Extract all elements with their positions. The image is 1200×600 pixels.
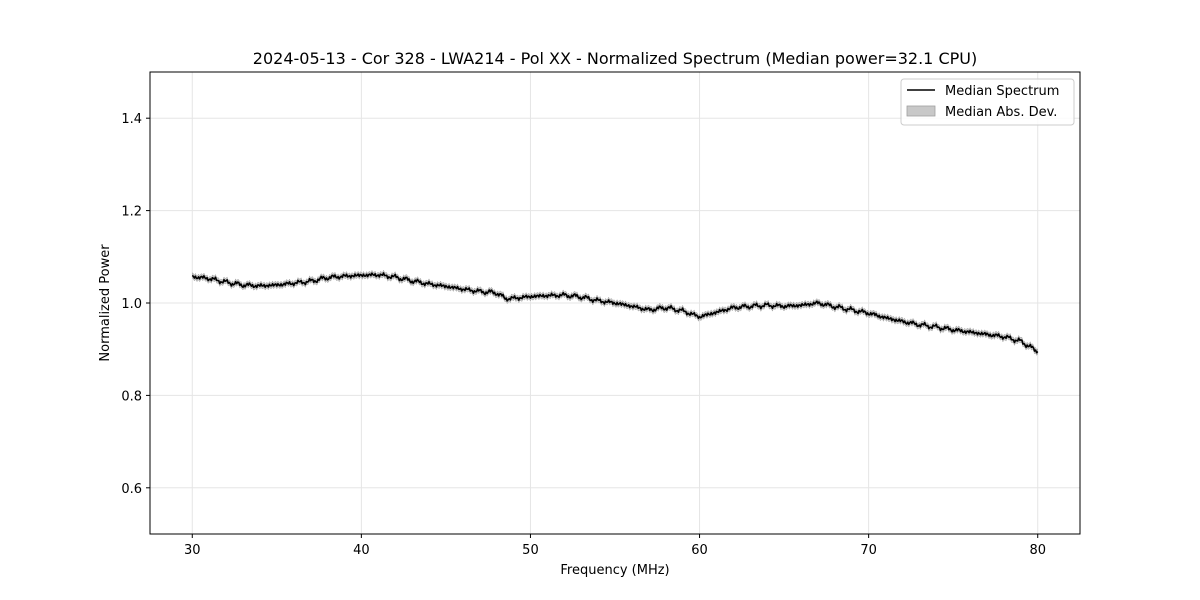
x-tick-label: 30 — [184, 543, 201, 558]
median-spectrum-line — [191, 272, 1039, 354]
y-tick-label: 1.4 — [121, 112, 142, 127]
y-tick-label: 1.2 — [121, 205, 142, 220]
x-tick-label: 60 — [691, 543, 708, 558]
legend-mad-swatch — [906, 105, 936, 117]
legend-median-spectrum: Median Spectrum — [945, 84, 1059, 99]
legend-median-abs-dev: Median Abs. Dev. — [945, 105, 1057, 120]
x-tick-label: 70 — [860, 543, 877, 558]
x-tick-label: 40 — [353, 543, 370, 558]
chart-title: 2024-05-13 - Cor 328 - LWA214 - Pol XX -… — [253, 49, 977, 68]
y-tick-label: 0.8 — [121, 389, 142, 404]
x-axis-label: Frequency (MHz) — [560, 563, 669, 578]
x-tick-label: 50 — [522, 543, 539, 558]
median-abs-dev-band — [192, 269, 1038, 356]
y-tick-label: 0.6 — [121, 482, 142, 497]
x-tick-label: 80 — [1029, 543, 1046, 558]
legend: Median Spectrum Median Abs. Dev. — [900, 78, 1075, 126]
y-axis-label: Normalized Power — [98, 244, 113, 362]
legend-box — [900, 78, 1075, 126]
y-tick-label: 1.0 — [121, 297, 142, 312]
axis-ticks: 30 40 50 60 70 80 0.6 0.8 1.0 1.2 1.4 — [121, 112, 1046, 558]
